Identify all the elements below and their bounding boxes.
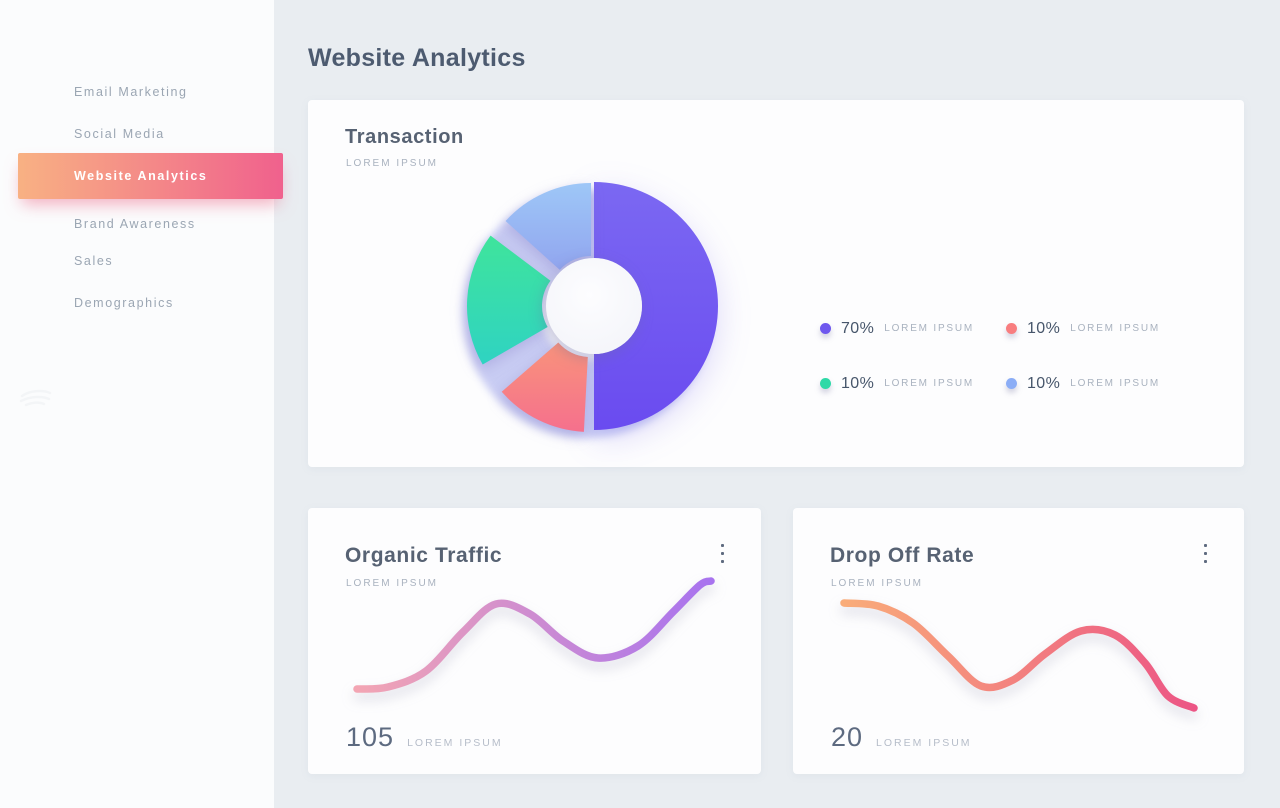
legend-dot-blue-icon bbox=[1006, 378, 1017, 389]
legend-item-teal: 10% LOREM IPSUM bbox=[820, 368, 1006, 399]
dropoff-value: 20 bbox=[831, 722, 864, 752]
dropoff-value-row: 20 LOREM IPSUM bbox=[831, 722, 972, 753]
organic-curve bbox=[353, 577, 715, 693]
legend-dot-teal-icon bbox=[820, 378, 831, 389]
legend-label: LOREM IPSUM bbox=[884, 323, 975, 334]
legend-label: LOREM IPSUM bbox=[884, 378, 975, 389]
legend-value: 10% bbox=[841, 374, 875, 392]
donut-chart bbox=[463, 182, 718, 438]
transaction-card-subtitle: LOREM IPSUM bbox=[346, 158, 439, 169]
dropoff-curve bbox=[840, 599, 1198, 712]
transaction-card-title: Transaction bbox=[345, 126, 464, 148]
legend-item-coral: 10% LOREM IPSUM bbox=[1006, 313, 1160, 344]
kebab-menu-icon[interactable] bbox=[1193, 541, 1217, 565]
sidebar-item-brand-awareness[interactable]: Brand Awareness bbox=[74, 217, 196, 231]
legend-item-purple: 70% LOREM IPSUM bbox=[820, 313, 1006, 344]
dropoff-card-title: Drop Off Rate bbox=[830, 544, 975, 567]
sidebar: Email Marketing Social Media Website Ana… bbox=[0, 0, 283, 808]
legend-dot-purple-icon bbox=[820, 323, 831, 334]
dropoff-value-label: LOREM IPSUM bbox=[876, 737, 972, 749]
organic-value-row: 105 LOREM IPSUM bbox=[346, 722, 503, 753]
donut-segment-1 bbox=[501, 342, 588, 432]
legend-item-blue: 10% LOREM IPSUM bbox=[1006, 368, 1160, 399]
drop-off-rate-line-chart bbox=[840, 599, 1198, 712]
organic-card-subtitle: LOREM IPSUM bbox=[346, 578, 439, 589]
sidebar-item-social-media[interactable]: Social Media bbox=[74, 127, 165, 141]
donut-segment-0 bbox=[594, 182, 718, 430]
organic-traffic-card: Organic Traffic LOREM IPSUM 105 LOREM IP… bbox=[308, 508, 761, 774]
organic-value-label: LOREM IPSUM bbox=[407, 737, 503, 749]
watermark-scribble-icon bbox=[19, 389, 52, 407]
sidebar-item-email-marketing[interactable]: Email Marketing bbox=[74, 85, 188, 99]
legend-value: 10% bbox=[1027, 374, 1061, 392]
donut-hole bbox=[546, 258, 642, 354]
legend-label: LOREM IPSUM bbox=[1070, 378, 1161, 389]
sidebar-item-website-analytics[interactable]: Website Analytics bbox=[18, 153, 283, 199]
drop-off-rate-card: Drop Off Rate LOREM IPSUM 20 LOREM IPSUM bbox=[793, 508, 1244, 774]
legend-value: 10% bbox=[1027, 319, 1061, 337]
organic-card-title: Organic Traffic bbox=[345, 544, 503, 567]
donut-segment-3 bbox=[505, 183, 591, 270]
transaction-card: Transaction LOREM IPSUM 70% LOREM IPSUM … bbox=[308, 100, 1244, 467]
donut-legend: 70% LOREM IPSUM 10% LOREM IPSUM 10% LORE… bbox=[820, 313, 1160, 399]
legend-dot-coral-icon bbox=[1006, 323, 1017, 334]
organic-traffic-line-chart bbox=[353, 577, 715, 693]
page-title: Website Analytics bbox=[308, 44, 526, 72]
donut-segment-2 bbox=[467, 235, 551, 365]
sidebar-menu: Email Marketing Social Media Website Ana… bbox=[0, 0, 283, 808]
legend-value: 70% bbox=[841, 319, 875, 337]
kebab-menu-icon[interactable] bbox=[710, 541, 734, 565]
sidebar-item-sales[interactable]: Sales bbox=[74, 254, 114, 268]
dropoff-card-subtitle: LOREM IPSUM bbox=[831, 578, 924, 589]
organic-value: 105 bbox=[346, 722, 395, 752]
legend-label: LOREM IPSUM bbox=[1070, 323, 1161, 334]
sidebar-item-demographics[interactable]: Demographics bbox=[74, 296, 174, 310]
